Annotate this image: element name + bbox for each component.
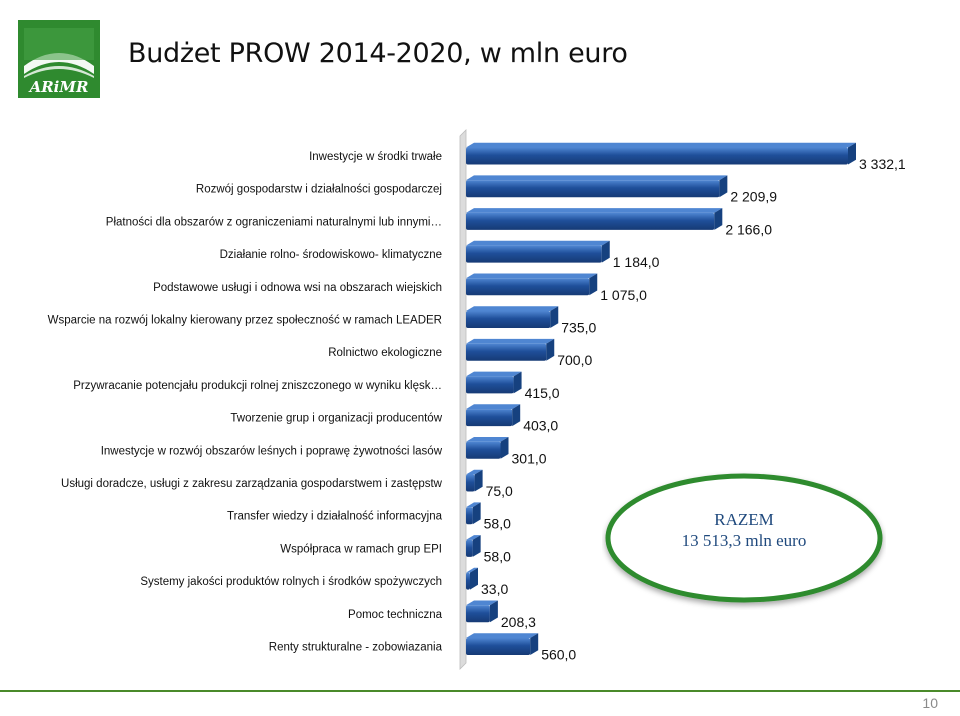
bar-end (550, 306, 559, 328)
category-label: Płatności dla obszarów z ograniczeniami … (106, 216, 442, 228)
bar-end (512, 404, 521, 427)
value-label: 1 184,0 (613, 254, 660, 270)
value-label: 560,0 (541, 647, 576, 663)
bar (466, 441, 501, 459)
value-label: 3 332,1 (859, 156, 906, 172)
page-title: Budżet PROW 2014-2020, w mln euro (128, 38, 628, 69)
category-label: Transfer wiedzy i działalność informacyj… (227, 511, 443, 523)
bar (466, 409, 513, 427)
bar-end (601, 240, 610, 263)
value-label: 58,0 (484, 516, 511, 532)
category-label: Inwestycje w rozwój obszarów leśnych i p… (101, 445, 443, 457)
category-label: Usługi doradcze, usługi z zakresu zarząd… (61, 478, 443, 490)
arimr-logo: ARiMR (18, 20, 100, 98)
bar-top (466, 208, 723, 213)
bar (466, 572, 470, 590)
total-label: RAZEM (714, 510, 774, 529)
total-text: RAZEM 13 513,3 mln euro (602, 510, 886, 552)
value-label: 403,0 (523, 418, 558, 434)
category-label: Inwestycje w środki trwałe (309, 151, 442, 163)
logo-text: ARiMR (28, 78, 89, 96)
category-label: Wsparcie na rozwój lokalny kierowany prz… (48, 315, 442, 327)
category-label: Działanie rolno- środowiskowo- klimatycz… (220, 249, 442, 261)
bar (466, 147, 848, 165)
category-label: Współpraca w ramach grup EPI (280, 543, 442, 555)
bar (466, 212, 715, 230)
value-label: 415,0 (525, 385, 560, 401)
bar-top (466, 338, 555, 344)
value-label: 58,0 (484, 548, 511, 564)
bar-top (466, 371, 522, 377)
category-label: Systemy jakości produktów rolnych i środ… (140, 576, 442, 588)
bar (466, 343, 547, 361)
total-oval-shape (605, 473, 883, 603)
category-label: Podstawowe usługi i odnowa wsi na obszar… (153, 282, 442, 294)
bar-end (472, 535, 481, 557)
bar-top (466, 306, 559, 311)
category-label: Renty strukturalne - zobowiazania (269, 642, 443, 654)
page-number: 10 (898, 692, 938, 714)
bar-end (714, 208, 723, 230)
bar-end (500, 437, 509, 459)
value-label: 75,0 (486, 483, 513, 499)
value-label: 2 166,0 (725, 221, 772, 237)
bar (466, 278, 590, 296)
bar-end (546, 338, 555, 361)
value-label: 2 209,9 (730, 189, 777, 205)
bar (466, 245, 602, 263)
bar (466, 376, 514, 394)
total-callout (605, 473, 883, 603)
bar (466, 539, 473, 557)
bar-top (466, 633, 539, 638)
bar-top (466, 600, 498, 606)
chart-wall (459, 129, 467, 670)
category-label: Tworzenie grup i organizacji producentów (230, 413, 442, 425)
footer-line (0, 690, 960, 692)
bar-end (848, 142, 856, 165)
bar-top (466, 469, 483, 475)
bar-top (466, 175, 728, 181)
bar-end (472, 502, 481, 525)
bar (466, 180, 720, 198)
value-label: 1 075,0 (600, 287, 647, 303)
bar-end (530, 633, 539, 655)
category-label: Przywracanie potencjału produkcji rolnej… (73, 380, 442, 392)
bar (466, 605, 490, 623)
bar (466, 638, 531, 655)
value-label: 735,0 (561, 320, 596, 336)
category-label: Rolnictwo ekologiczne (328, 347, 442, 359)
bar-end (513, 371, 522, 394)
bar-top (466, 273, 598, 279)
bar-end (470, 567, 478, 590)
value-label: 301,0 (512, 450, 547, 466)
bar-end (589, 273, 598, 296)
bar-end (474, 469, 483, 492)
total-value: 13 513,3 mln euro (681, 531, 807, 550)
bar (466, 311, 551, 328)
bar (466, 507, 473, 525)
bar-top (466, 240, 610, 246)
value-label: 208,3 (501, 614, 536, 630)
bar-top (466, 567, 478, 573)
bar (466, 474, 475, 492)
bar-top (466, 535, 481, 540)
category-label: Rozwój gospodarstw i działalności gospod… (196, 184, 442, 196)
bar-top (466, 502, 481, 508)
value-label: 700,0 (557, 352, 592, 368)
value-label: 33,0 (481, 581, 508, 597)
bar-top (466, 142, 856, 148)
bar-top (466, 437, 509, 442)
category-label: Pomoc techniczna (348, 609, 443, 621)
bar-top (466, 404, 521, 410)
bar-end (719, 175, 728, 198)
bar-end (489, 600, 498, 623)
